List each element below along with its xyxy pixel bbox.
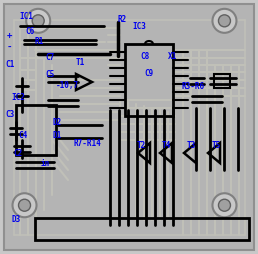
Circle shape: [19, 199, 30, 211]
Text: R7-R14: R7-R14: [74, 139, 101, 148]
Text: C8: C8: [141, 52, 150, 61]
Text: IC2: IC2: [12, 92, 26, 102]
Text: C5: C5: [45, 70, 54, 80]
Text: +: +: [6, 30, 12, 40]
Circle shape: [219, 199, 230, 211]
Text: C4: C4: [19, 131, 28, 140]
Circle shape: [219, 15, 230, 27]
Text: D2: D2: [53, 118, 62, 127]
Text: C6: C6: [26, 27, 35, 36]
Text: X1: X1: [168, 52, 177, 61]
Text: D3: D3: [12, 215, 21, 224]
Text: R3-R6: R3-R6: [182, 82, 205, 91]
Text: -10,7: -10,7: [55, 81, 79, 90]
Text: T2: T2: [137, 141, 146, 150]
Circle shape: [26, 9, 50, 33]
Text: T5: T5: [212, 141, 221, 150]
Circle shape: [12, 193, 37, 217]
Text: R1: R1: [35, 37, 44, 46]
Text: in: in: [40, 158, 49, 168]
Bar: [35, 218, 249, 240]
Bar: [16, 105, 56, 155]
Circle shape: [212, 9, 237, 33]
Text: IC1: IC1: [19, 12, 33, 21]
Text: C7: C7: [45, 53, 54, 62]
Text: D1: D1: [53, 131, 62, 140]
Text: C3: C3: [6, 110, 15, 119]
Text: IC3: IC3: [133, 22, 147, 31]
Text: R2: R2: [117, 14, 127, 24]
Text: C2: C2: [13, 149, 22, 158]
Text: T3: T3: [187, 141, 196, 150]
Text: T4: T4: [161, 141, 171, 150]
Bar: [214, 74, 230, 88]
Text: C9: C9: [144, 69, 154, 78]
Circle shape: [212, 193, 237, 217]
Text: -: -: [6, 43, 12, 52]
Circle shape: [32, 15, 44, 27]
Text: C1: C1: [6, 59, 15, 69]
Text: T1: T1: [76, 58, 85, 68]
Bar: [125, 44, 173, 116]
